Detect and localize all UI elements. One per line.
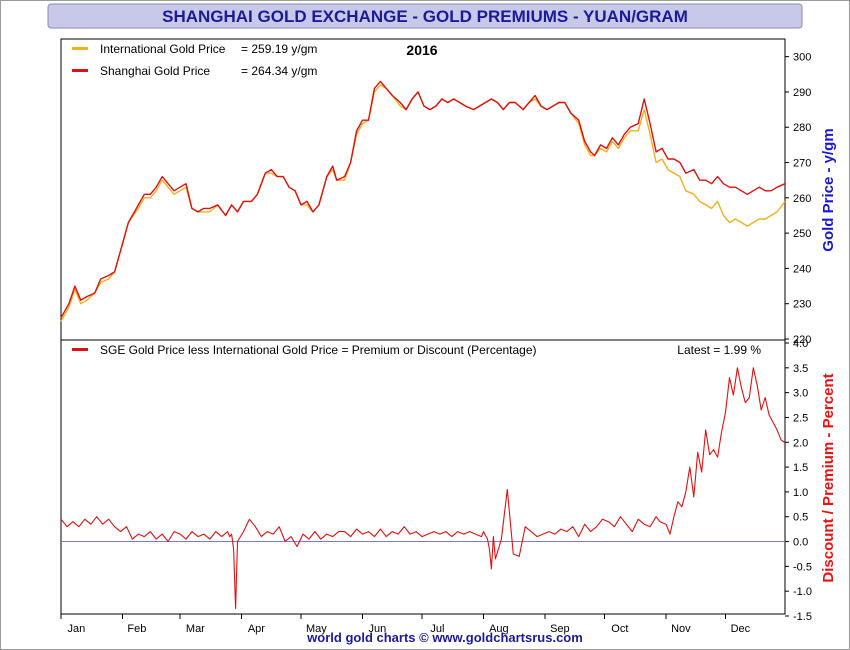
bottom-y-axis: -1.5 -1.0 -0.5 0.0 0.5 1.0 1.5 2.0 2.5 3.0 3.5 4.0 (785, 338, 812, 623)
x-tick-label: Dec (731, 623, 751, 635)
bottom-y-tick-label: 2.5 (793, 412, 808, 424)
legend-label-international: International Gold Price (100, 42, 226, 56)
shanghai-price-line (60, 80, 786, 319)
premium-line (60, 367, 786, 610)
legend-value-international: = 259.19 y/gm (241, 42, 317, 56)
x-tick-label: Mar (186, 623, 205, 635)
legend-label-shanghai: Shanghai Gold Price (100, 64, 210, 78)
top-y-tick-label: 300 (793, 52, 811, 64)
bottom-y-tick-label: -1.5 (793, 611, 812, 623)
bottom-y-tick-label: 3.0 (793, 388, 808, 400)
latest-value-label: Latest = 1.99 % (677, 343, 761, 357)
x-axis: Jan Feb Mar Apr May Jun Jul Aug Sep Oct Nov Dec (60, 614, 751, 635)
x-tick-label: May (306, 623, 327, 635)
title-banner (47, 3, 803, 29)
legend-swatch-shanghai (72, 69, 88, 72)
bottom-legend: SGE Gold Price less International Gold P… (72, 343, 761, 357)
x-tick-label: Aug (489, 623, 509, 635)
x-tick-label: Jul (430, 623, 444, 635)
x-tick-label: Feb (127, 623, 146, 635)
footer-credit: world gold charts © www.goldchartsrus.co… (306, 630, 583, 645)
top-y-tick-label: 230 (793, 299, 811, 311)
bottom-y-tick-label: -0.5 (793, 561, 812, 573)
bottom-y-tick-label: 1.5 (793, 462, 808, 474)
legend-swatch-premium (72, 348, 88, 351)
top-y-tick-label: 270 (793, 158, 811, 170)
bottom-y-tick-label: -1.0 (793, 586, 812, 598)
legend-swatch-international (72, 47, 88, 50)
top-legend: International Gold Price = 259.19 y/gm S… (72, 42, 317, 78)
top-y-tick-label: 240 (793, 263, 811, 275)
year-label: 2016 (406, 42, 437, 58)
legend-label-premium: SGE Gold Price less International Gold P… (100, 343, 537, 357)
x-tick-label: Jun (369, 623, 387, 635)
bottom-y-tick-label: 1.0 (793, 487, 808, 499)
top-axis-title: Gold Price - y/gm (820, 128, 837, 251)
top-y-tick-label: 290 (793, 87, 811, 99)
bottom-y-tick-label: 0.5 (793, 512, 808, 524)
bottom-y-tick-label: 0.0 (793, 537, 808, 549)
bottom-y-tick-label: 3.5 (793, 363, 808, 375)
bottom-y-tick-label: 4.0 (793, 338, 808, 350)
x-tick-label: Apr (248, 623, 265, 635)
top-series-layer (60, 80, 786, 322)
top-y-tick-label: 280 (793, 122, 811, 134)
x-tick-label: Oct (611, 623, 628, 635)
legend-value-shanghai: = 264.34 y/gm (241, 64, 317, 78)
bottom-y-tick-label: 2.0 (793, 437, 808, 449)
x-tick-label: Jan (67, 623, 85, 635)
top-y-tick-label: 250 (793, 228, 811, 240)
top-y-tick-label: 260 (793, 193, 811, 205)
bottom-plot-frame (60, 339, 786, 615)
x-tick-label: Sep (550, 623, 570, 635)
chart-title: SHANGHAI GOLD EXCHANGE - GOLD PREMIUMS -… (162, 7, 688, 26)
bottom-series-layer (60, 367, 786, 610)
x-tick-label: Nov (671, 623, 691, 635)
top-y-axis: 230 240 250 260 270 280 290 300 220 (785, 52, 811, 346)
bottom-axis-title: Discount / Premium - Percent (820, 373, 837, 582)
top-y-tick-label: 220 (793, 334, 811, 346)
